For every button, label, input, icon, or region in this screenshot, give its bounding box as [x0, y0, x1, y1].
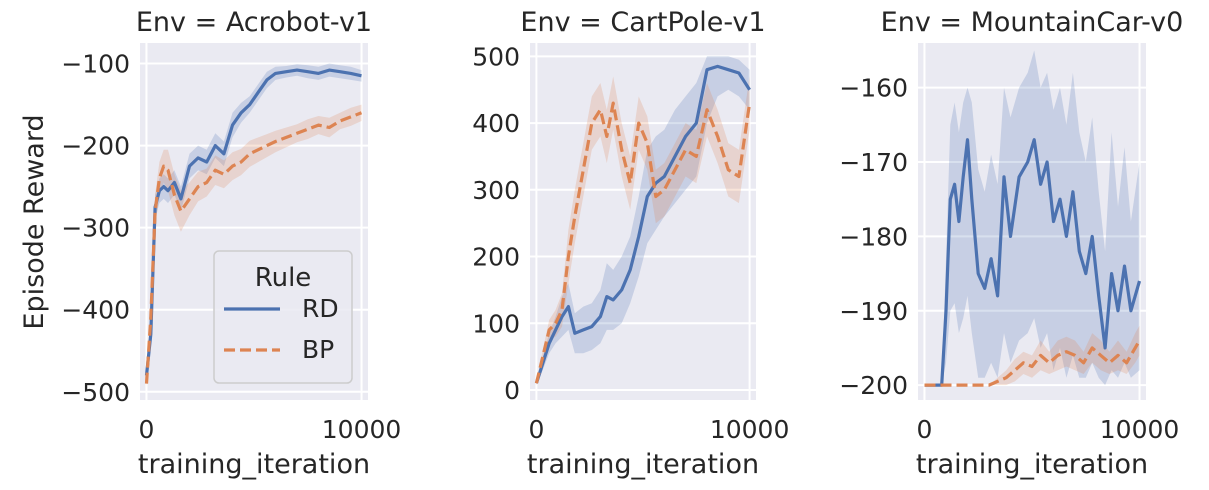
series-band-bp [924, 325, 1140, 386]
y-tick-label: 200 [472, 243, 520, 272]
series-line-bp [924, 339, 1141, 387]
x-tick-label: 0 [138, 415, 154, 444]
y-tick-label: −180 [839, 222, 908, 251]
series-group [144, 63, 363, 388]
legend-label-bp: BP [302, 335, 334, 364]
x-axis-label: training_iteration [916, 449, 1148, 480]
panel-title: Env = MountainCar-v0 [881, 7, 1184, 38]
x-tick-label: 10000 [1100, 415, 1180, 444]
panel-1: −500 −400 −300 −200 −100 0 10000 training_itera… [61, 7, 401, 480]
y-tick-label: −400 [61, 296, 130, 325]
legend-label-rd: RD [302, 294, 339, 323]
y-tick-label: 500 [472, 42, 520, 71]
y-tick-label: 0 [504, 376, 520, 405]
series-band-bp [146, 104, 362, 388]
series-line-rd [924, 138, 1142, 387]
y-tick-label: −200 [839, 371, 908, 400]
series-band-rd [924, 50, 1140, 386]
x-tick-label: 10000 [322, 415, 402, 444]
panel-2: 0 100 200 300 400 500 0 10000 training_iteration… [472, 7, 789, 480]
x-tick-label: 10000 [710, 415, 790, 444]
series-line-rd [144, 68, 362, 376]
panel-title: Env = Acrobot-v1 [136, 7, 372, 38]
legend-title: Rule [255, 263, 312, 293]
series-group [534, 56, 752, 385]
series-line-rd [534, 64, 751, 384]
panel-title: Env = CartPole-v1 [520, 7, 765, 38]
x-axis-label: training_iteration [527, 449, 759, 480]
y-tick-label: −190 [839, 297, 908, 326]
y-tick-label: −500 [61, 378, 130, 407]
y-axis-label: Episode Reward [19, 114, 50, 329]
series-line-bp [534, 101, 752, 384]
y-tick-label: −170 [839, 148, 908, 177]
y-tick-label: 100 [472, 309, 520, 338]
x-tick-label: 0 [528, 415, 544, 444]
y-tick-label: −300 [61, 214, 130, 243]
series-group [924, 50, 1142, 387]
x-tick-label: 0 [916, 415, 932, 444]
x-axis-label: training_iteration [138, 449, 370, 480]
panel-3: −200 −190 −180 −170 −160 0 10000 training_itera… [839, 7, 1183, 480]
y-tick-label: 300 [472, 176, 520, 205]
y-tick-label: 400 [472, 109, 520, 138]
series-band-bp [536, 76, 750, 385]
y-tick-label: −100 [61, 50, 130, 79]
plot-area [918, 43, 1146, 400]
y-tick-label: −200 [61, 132, 130, 161]
y-tick-label: −160 [839, 74, 908, 103]
series-line-bp [144, 111, 363, 384]
